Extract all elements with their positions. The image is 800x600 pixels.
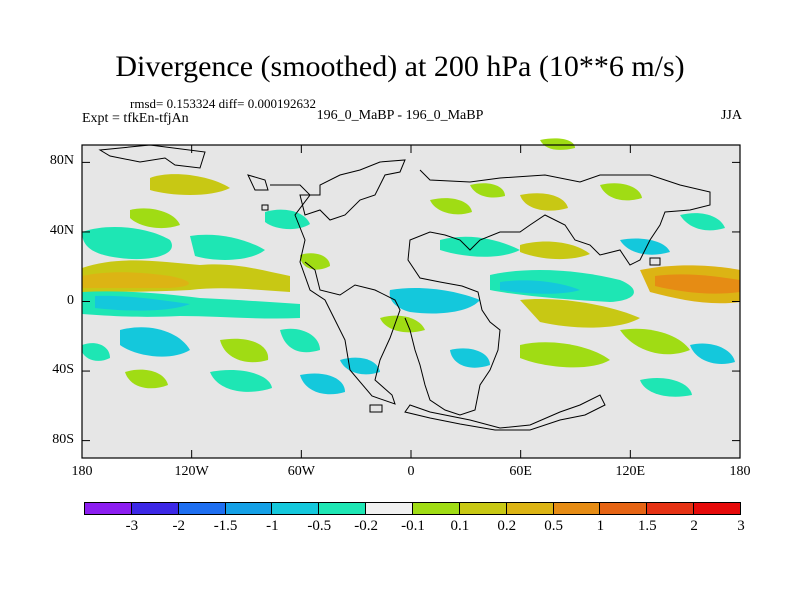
colorbar-label: 0.5	[544, 518, 563, 534]
colorbar-swatch	[271, 502, 320, 515]
colorbar-label: 3	[737, 518, 745, 534]
y-tick-label: 80S	[52, 431, 74, 447]
field-region	[430, 198, 472, 215]
field-region	[520, 193, 568, 211]
colorbar-swatch	[458, 502, 507, 515]
tick-marks	[81, 145, 741, 458]
colorbar-swatch	[412, 502, 460, 515]
colorbar-swatch	[318, 502, 367, 515]
x-tick-label: 180	[71, 464, 93, 479]
field-region	[520, 241, 590, 260]
y-tick-label: 0	[67, 292, 74, 308]
coastline-eurasia-africa	[404, 169, 711, 416]
field-region	[280, 328, 320, 353]
field-region	[190, 234, 265, 260]
colorbar-swatch	[84, 502, 132, 515]
field-region	[130, 208, 180, 229]
field-region	[600, 183, 642, 201]
field-region	[655, 274, 740, 294]
field-region	[520, 299, 640, 328]
colorbar-label: -0.2	[354, 518, 379, 534]
x-tick-label: 120E	[615, 464, 646, 479]
runs-label: 196_0_MaBP - 196_0_MaBP	[316, 108, 484, 123]
x-tick-label: 0	[407, 464, 415, 479]
colorbar-swatch	[552, 502, 601, 515]
colorbar-swatch	[646, 502, 695, 515]
y-tick-label: 40N	[49, 222, 74, 238]
colorbar-label: -1.5	[213, 518, 238, 534]
field-region	[440, 236, 520, 257]
plot-title: Divergence (smoothed) at 200 hPa (10**6 …	[115, 50, 685, 83]
field-region	[82, 272, 189, 288]
field-region	[680, 213, 725, 231]
field-region	[520, 342, 610, 368]
coastlines	[98, 144, 711, 431]
colorbar-swatch	[224, 502, 273, 515]
field-region	[640, 377, 692, 397]
colorbar-swatch	[693, 502, 742, 515]
field-region	[300, 373, 345, 395]
field-region	[690, 343, 735, 365]
field-region	[470, 183, 505, 198]
x-tick-label: 180	[729, 464, 751, 479]
colorbar-label: 0.1	[450, 518, 470, 534]
field-region	[300, 253, 330, 270]
coastline-north-america	[98, 144, 406, 405]
field-region	[620, 328, 690, 355]
y-tick-label: 40S	[52, 362, 74, 378]
colorbar-swatch	[599, 502, 648, 515]
x-tick-label: 60W	[287, 464, 315, 479]
colorbar-swatch	[177, 502, 226, 515]
colorbar-swatch	[130, 502, 179, 515]
field-region	[220, 338, 269, 363]
colorbar-label: -0.1	[401, 518, 425, 534]
season-label: JJA	[720, 108, 742, 123]
colorbar	[84, 502, 742, 515]
divergence-field	[82, 138, 740, 397]
field-region	[95, 295, 190, 311]
field-region	[620, 238, 670, 255]
coastline-antarctica	[404, 394, 606, 431]
colorbar-label: -1	[266, 518, 279, 534]
field-region	[120, 327, 190, 357]
field-region	[82, 343, 110, 361]
y-tick-label: 80N	[49, 153, 74, 169]
colorbar-swatch	[365, 502, 414, 515]
field-region	[500, 280, 580, 294]
field-region	[210, 369, 272, 392]
coastline-islands	[261, 204, 661, 413]
colorbar-label: -2	[172, 518, 185, 534]
experiment-label: Expt = tfkEn-tfjAn	[82, 111, 189, 126]
field-region	[540, 138, 575, 150]
field-region	[82, 226, 172, 260]
colorbar-label: 0.2	[497, 518, 517, 534]
x-tick-label: 60E	[509, 464, 532, 479]
field-region	[389, 288, 480, 314]
x-tick-label: 120W	[174, 464, 209, 479]
colorbar-label: 1.5	[637, 518, 657, 534]
field-region	[450, 348, 490, 368]
stats-label: rmsd= 0.153324 diff= 0.000192632	[130, 96, 316, 111]
colorbar-label: 2	[690, 518, 698, 534]
colorbar-label: -3	[125, 518, 139, 534]
field-region	[150, 174, 230, 195]
colorbar-label: -0.5	[307, 518, 332, 534]
colorbar-label: 1	[596, 518, 605, 534]
field-region	[380, 315, 425, 333]
field-region	[125, 369, 168, 389]
colorbar-swatch	[505, 502, 554, 515]
